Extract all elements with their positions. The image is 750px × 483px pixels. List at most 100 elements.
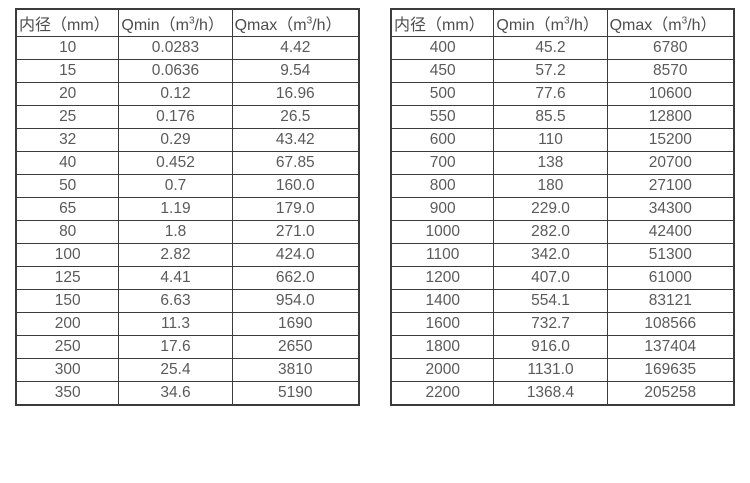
diameter-cell: 10 <box>15 36 120 60</box>
qmax-cell: 137404 <box>606 335 735 359</box>
qmin-cell: 25.4 <box>118 358 233 382</box>
qmin-cell: 342.0 <box>493 243 608 267</box>
diameter-cell: 20 <box>15 82 120 106</box>
qmax-cell: 34300 <box>606 197 735 221</box>
qmin-cell: 732.7 <box>493 312 608 336</box>
table-row: 900 229.0 34300 <box>390 197 735 221</box>
qmin-cell: 0.0283 <box>118 36 233 60</box>
qmin-cell: 1131.0 <box>493 358 608 382</box>
qmax-cell: 27100 <box>606 174 735 198</box>
column-header-diameter: 内径（mm） <box>390 8 495 37</box>
diameter-cell: 32 <box>15 128 120 152</box>
diameter-cell: 800 <box>390 174 495 198</box>
diameter-cell: 15 <box>15 59 120 83</box>
table-row: 65 1.19 179.0 <box>15 197 360 221</box>
qmax-cell: 42400 <box>606 220 735 244</box>
diameter-cell: 1200 <box>390 266 495 290</box>
column-header-qmin: Qmin（m3/h） <box>493 8 608 37</box>
qmin-cell: 0.7 <box>118 174 233 198</box>
diameter-cell: 700 <box>390 151 495 175</box>
table-row: 250 17.6 2650 <box>15 335 360 359</box>
qmin-cell: 1.19 <box>118 197 233 221</box>
diameter-cell: 500 <box>390 82 495 106</box>
diameter-cell: 1800 <box>390 335 495 359</box>
table-row: 1200 407.0 61000 <box>390 266 735 290</box>
diameter-cell: 50 <box>15 174 120 198</box>
table-row: 1600 732.7 108566 <box>390 312 735 336</box>
qmin-cell: 45.2 <box>493 36 608 60</box>
diameter-cell: 40 <box>15 151 120 175</box>
qmin-cell: 0.0636 <box>118 59 233 83</box>
table-row: 2000 1131.0 169635 <box>390 358 735 382</box>
qmin-cell: 0.452 <box>118 151 233 175</box>
table-row: 20 0.12 16.96 <box>15 82 360 106</box>
qmax-cell: 6780 <box>606 36 735 60</box>
table-row: 80 1.8 271.0 <box>15 220 360 244</box>
table-row: 2200 1368.4 205258 <box>390 381 735 406</box>
diameter-cell: 80 <box>15 220 120 244</box>
table-row: 400 45.2 6780 <box>390 36 735 60</box>
diameter-cell: 1100 <box>390 243 495 267</box>
table-row: 25 0.176 26.5 <box>15 105 360 129</box>
qmax-cell: 9.54 <box>231 59 360 83</box>
qmax-cell: 16.96 <box>231 82 360 106</box>
qmax-cell: 2650 <box>231 335 360 359</box>
table-row: 15 0.0636 9.54 <box>15 59 360 83</box>
qmax-cell: 4.42 <box>231 36 360 60</box>
qmin-cell: 138 <box>493 151 608 175</box>
table-row: 500 77.6 10600 <box>390 82 735 106</box>
qmax-cell: 26.5 <box>231 105 360 129</box>
qmax-cell: 15200 <box>606 128 735 152</box>
table-row: 600 110 15200 <box>390 128 735 152</box>
diameter-cell: 400 <box>390 36 495 60</box>
qmin-cell: 6.63 <box>118 289 233 313</box>
diameter-cell: 200 <box>15 312 120 336</box>
diameter-cell: 100 <box>15 243 120 267</box>
column-header-diameter-label: 内径（mm） <box>394 17 485 34</box>
qmin-cell: 282.0 <box>493 220 608 244</box>
table-row: 1800 916.0 137404 <box>390 335 735 359</box>
qmin-cell: 77.6 <box>493 82 608 106</box>
diameter-cell: 250 <box>15 335 120 359</box>
diameter-cell: 65 <box>15 197 120 221</box>
diameter-cell: 300 <box>15 358 120 382</box>
table-row: 10 0.0283 4.42 <box>15 36 360 60</box>
table-row: 350 34.6 5190 <box>15 381 360 406</box>
diameter-cell: 2200 <box>390 381 495 406</box>
qmax-cell: 43.42 <box>231 128 360 152</box>
qmin-cell: 180 <box>493 174 608 198</box>
column-header-diameter-label: 内径（mm） <box>19 17 110 34</box>
diameter-cell: 150 <box>15 289 120 313</box>
diameter-cell: 450 <box>390 59 495 83</box>
table-row: 32 0.29 43.42 <box>15 128 360 152</box>
large-diameter-flow-table: 内径（mm） Qmin（m3/h） Qmax（m3/h） 400 45.2 6780… <box>390 8 735 406</box>
qmax-cell: 61000 <box>606 266 735 290</box>
qmax-cell: 8570 <box>606 59 735 83</box>
diameter-cell: 600 <box>390 128 495 152</box>
diameter-cell: 900 <box>390 197 495 221</box>
qmin-cell: 85.5 <box>493 105 608 129</box>
qmax-cell: 205258 <box>606 381 735 406</box>
qmin-cell: 1.8 <box>118 220 233 244</box>
qmin-cell: 554.1 <box>493 289 608 313</box>
qmax-cell: 12800 <box>606 105 735 129</box>
table-row: 100 2.82 424.0 <box>15 243 360 267</box>
qmax-cell: 51300 <box>606 243 735 267</box>
qmin-cell: 0.12 <box>118 82 233 106</box>
small-diameter-flow-table: 内径（mm） Qmin（m3/h） Qmax（m3/h） 10 0.0283 4.4… <box>15 8 360 406</box>
qmax-cell: 954.0 <box>231 289 360 313</box>
qmin-cell: 229.0 <box>493 197 608 221</box>
diameter-cell: 125 <box>15 266 120 290</box>
table-row: 200 11.3 1690 <box>15 312 360 336</box>
diameter-cell: 1000 <box>390 220 495 244</box>
column-header-qmin: Qmin（m3/h） <box>118 8 233 37</box>
table-row: 1100 342.0 51300 <box>390 243 735 267</box>
header-row: 内径（mm） Qmin（m3/h） Qmax（m3/h） <box>15 8 360 37</box>
qmax-cell: 67.85 <box>231 151 360 175</box>
table-row: 1400 554.1 83121 <box>390 289 735 313</box>
qmax-cell: 5190 <box>231 381 360 406</box>
qmax-cell: 1690 <box>231 312 360 336</box>
table-row: 40 0.452 67.85 <box>15 151 360 175</box>
table-row: 125 4.41 662.0 <box>15 266 360 290</box>
qmax-cell: 179.0 <box>231 197 360 221</box>
